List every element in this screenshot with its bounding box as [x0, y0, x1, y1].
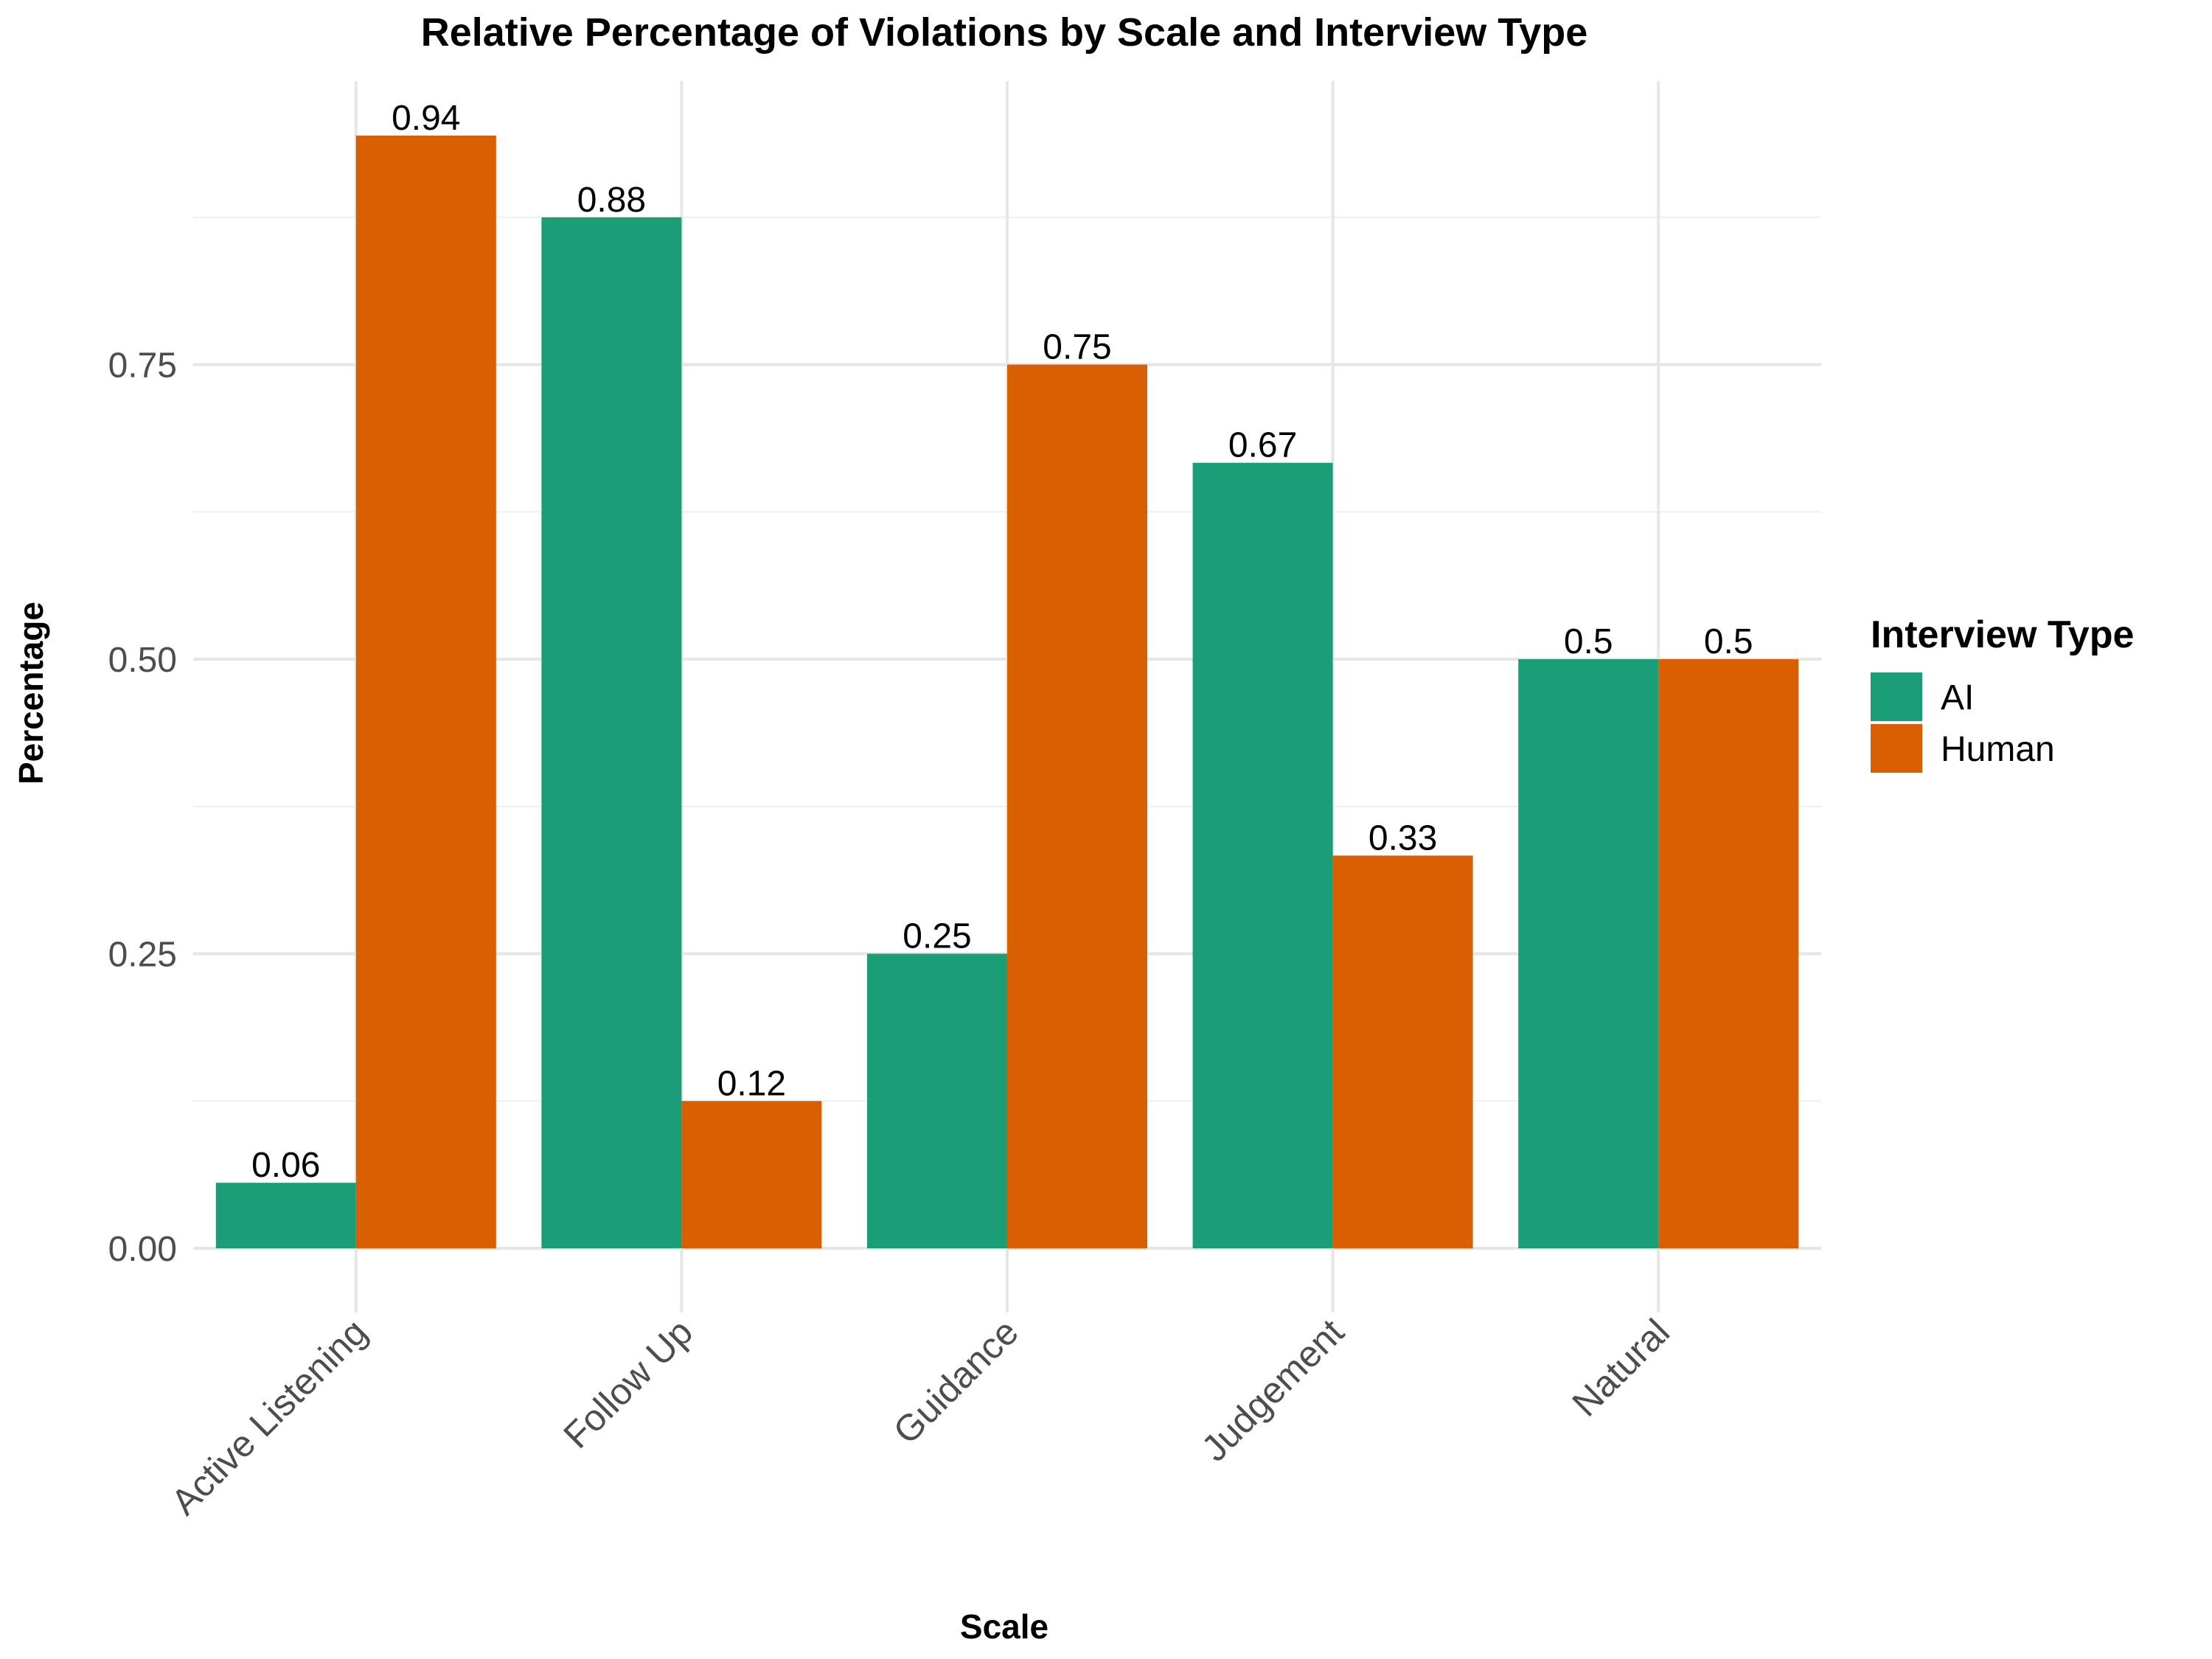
- bar-ai-natural: [1518, 659, 1659, 1248]
- y-axis-ticks: 0.00 0.25 0.50 0.75: [108, 347, 177, 1270]
- bar-value-label: 0.25: [902, 917, 971, 956]
- y-tick-label: 0.75: [108, 347, 177, 386]
- bar-human-judgement: [1332, 855, 1473, 1248]
- bar-value-label: 0.5: [1704, 622, 1753, 661]
- y-tick-label: 0.00: [108, 1230, 177, 1269]
- x-axis-label: Scale: [960, 1607, 1048, 1646]
- bar-value-label: 0.75: [1043, 328, 1111, 367]
- bar-value-label: 0.88: [577, 181, 646, 220]
- legend-swatch-human: [1871, 724, 1922, 773]
- legend-swatch-ai: [1871, 672, 1922, 721]
- bar-human-natural: [1658, 659, 1799, 1248]
- bars: [215, 135, 1799, 1249]
- chart-title: Relative Percentage of Violations by Sca…: [421, 10, 1588, 55]
- y-tick-label: 0.25: [108, 936, 177, 975]
- bar-value-label: 0.94: [392, 99, 460, 138]
- legend-title: Interview Type: [1871, 613, 2134, 656]
- bar-human-follow-up: [681, 1101, 822, 1248]
- bar-value-label: 0.67: [1228, 426, 1297, 465]
- bar-ai-guidance: [867, 953, 1007, 1248]
- bar-ai-judgement: [1192, 462, 1333, 1248]
- bar-human-guidance: [1007, 364, 1147, 1248]
- bar-value-label: 0.12: [717, 1064, 786, 1103]
- bar-human-active-listening: [355, 135, 496, 1249]
- bar-ai-follow-up: [541, 217, 682, 1248]
- bar-value-labels: 0.06 0.94 0.88 0.12 0.25 0.75 0.67 0.33 0.5 0.5: [251, 99, 1753, 1185]
- bar-value-label: 0.5: [1564, 622, 1613, 661]
- legend-label-ai: AI: [1941, 678, 1974, 717]
- bar-value-label: 0.33: [1368, 818, 1437, 858]
- y-tick-label: 0.50: [108, 641, 177, 680]
- legend-label-human: Human: [1941, 730, 2055, 769]
- legend: Interview Type AI Human: [1871, 613, 2134, 773]
- y-axis-label: Percentage: [12, 602, 50, 785]
- bar-value-label: 0.06: [251, 1146, 320, 1185]
- bar-ai-active-listening: [215, 1183, 356, 1248]
